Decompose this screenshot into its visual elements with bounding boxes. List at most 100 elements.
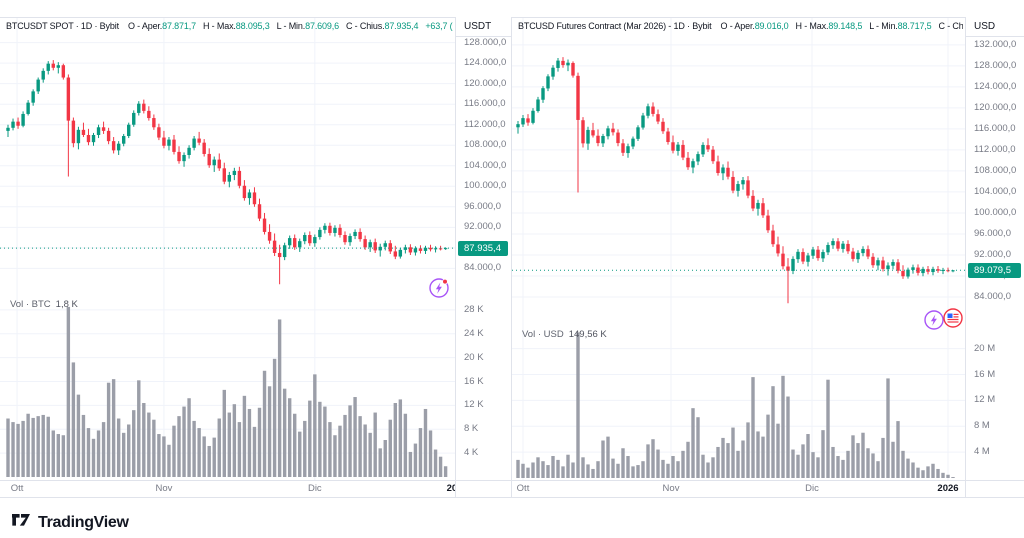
volume-bar	[676, 461, 680, 478]
candle-body	[212, 159, 216, 166]
futures-price-axis[interactable]: USD 89.079,5 132.000,0 128.000,0 124.000,0…	[966, 0, 1024, 497]
volume-bar	[816, 457, 820, 478]
volume-bar	[242, 395, 247, 477]
volume-bar	[408, 451, 413, 477]
candle-body	[886, 265, 890, 270]
candle-body	[821, 252, 825, 259]
candle-body	[318, 229, 322, 238]
volume-bar	[881, 437, 885, 478]
volume-bar	[661, 459, 665, 478]
volume-bar	[841, 459, 845, 478]
volume-bar	[896, 421, 900, 478]
volume-bar	[61, 435, 66, 477]
volume-tick-label: 24 K	[464, 327, 484, 339]
candle-body	[621, 143, 625, 153]
volume-bar	[951, 477, 955, 478]
futures-price-volume-plot[interactable]	[512, 0, 965, 480]
spot-price-axis[interactable]: USDT 87.935,4 128.000,0 124.000,0 120.000,…	[456, 0, 511, 497]
volume-bar	[886, 378, 890, 478]
volume-bar	[121, 432, 126, 477]
candle-body	[11, 121, 15, 128]
volume-bar	[192, 420, 196, 477]
volume-bar	[766, 414, 770, 478]
volume-bar	[368, 432, 372, 477]
volume-bar	[343, 414, 347, 477]
candle-body	[21, 113, 25, 126]
volume-tick-label: 20 M	[974, 342, 996, 354]
volume-bar	[931, 463, 935, 478]
volume-bar	[227, 412, 232, 477]
close-label: C - Chius.	[345, 21, 385, 31]
volume-bar	[308, 400, 312, 477]
volume-bar	[621, 448, 625, 478]
volume-bar	[116, 418, 121, 477]
volume-bar	[172, 425, 176, 477]
volume-bar	[252, 426, 257, 477]
candle-body	[746, 180, 750, 196]
candle-body	[41, 70, 45, 80]
futures-axis-currency: USD	[966, 17, 1024, 37]
futures-time-axis[interactable]: Ott Nov Dic 2026	[512, 480, 965, 497]
close-value: 87.935,4	[384, 21, 419, 31]
candle-body	[207, 153, 211, 166]
candle-body	[31, 91, 35, 103]
candle-body	[726, 167, 730, 177]
price-tick-label: 92.000,0	[974, 248, 1011, 260]
time-tick-month: Ott	[10, 483, 24, 494]
volume-bar	[616, 463, 620, 478]
candle-body	[111, 141, 116, 151]
candle-body	[46, 63, 50, 71]
spot-price-volume-plot[interactable]	[0, 0, 455, 480]
volume-bar	[921, 470, 925, 478]
candle-body	[651, 106, 655, 114]
candle-body	[521, 118, 525, 125]
volume-bar	[433, 449, 438, 477]
flag-icon[interactable]	[942, 307, 964, 329]
volume-bar	[398, 399, 403, 477]
volume-bar	[611, 458, 615, 478]
spark-icon[interactable]	[428, 277, 450, 299]
spot-time-axis[interactable]: Ott Nov Dic 2026	[0, 480, 455, 497]
volume-bar	[626, 456, 630, 478]
candle-body	[581, 120, 585, 144]
price-tick-label: 108.000,0	[464, 139, 507, 151]
candle-body	[398, 249, 403, 257]
volume-bar	[791, 449, 795, 478]
candle-body	[851, 251, 855, 259]
volume-bar	[56, 434, 60, 477]
tradingview-logo[interactable]: TradingView	[10, 509, 129, 536]
candle-body	[202, 142, 206, 154]
candle-body	[197, 138, 201, 143]
symbol-title: BTCUSD Futures Contract (Mar 2026) - 1D …	[518, 21, 712, 31]
candle-body	[751, 195, 755, 209]
volume-bar	[157, 434, 161, 477]
candle-body	[328, 225, 332, 233]
candle-body	[916, 267, 920, 273]
volume-bar	[197, 428, 201, 477]
candle-body	[101, 127, 106, 131]
volume-bar	[741, 440, 745, 478]
volume-tick-label: 8 M	[974, 420, 990, 432]
volume-bar	[167, 444, 171, 477]
volume-bar	[576, 332, 580, 478]
volume-bar	[851, 435, 855, 478]
spark-icon[interactable]	[923, 309, 945, 331]
volume-bar	[403, 413, 408, 477]
volume-bar	[681, 450, 685, 478]
volume-bar	[916, 467, 920, 478]
candle-body	[771, 230, 775, 245]
candle-body	[182, 154, 186, 162]
volume-bar	[287, 398, 292, 477]
volume-bar	[601, 440, 605, 478]
volume-bar	[182, 406, 186, 477]
volume-bar	[801, 444, 805, 478]
volume-tick-label: 12 K	[464, 399, 484, 411]
volume-label: Vol · BTC	[10, 299, 51, 310]
volume-bar	[641, 461, 645, 478]
price-tick-label: 112.000,0	[464, 118, 506, 130]
candle-body	[252, 192, 257, 205]
volume-bar	[358, 416, 362, 477]
volume-bar	[706, 462, 710, 478]
candle-body	[611, 128, 615, 133]
candle-body	[756, 202, 760, 209]
